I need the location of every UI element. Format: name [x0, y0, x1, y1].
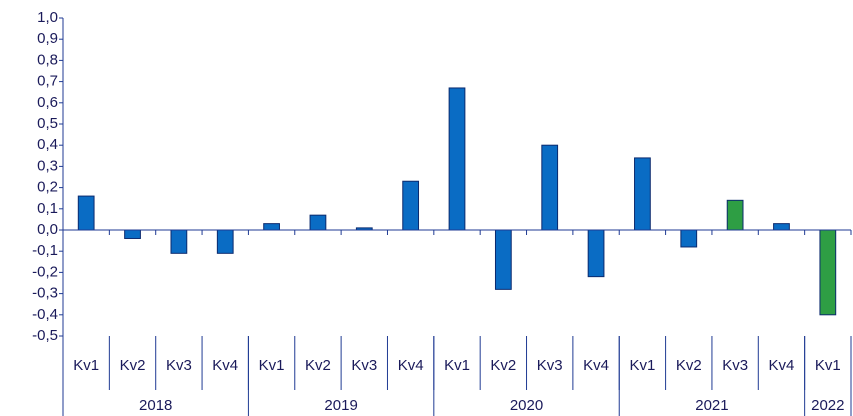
bar: [819, 229, 837, 316]
bar: [541, 144, 559, 231]
year-label: 2018: [139, 397, 172, 414]
y-tick-label: 0,7: [37, 73, 58, 90]
x-tick-label: Kv4: [769, 357, 795, 374]
x-tick-label: Kv1: [815, 357, 841, 374]
bar: [494, 229, 512, 290]
y-tick-label: 0,4: [37, 136, 58, 153]
year-label: 2021: [695, 397, 728, 414]
y-tick-label: 0,9: [37, 30, 58, 47]
x-tick-label: Kv1: [259, 357, 285, 374]
bar: [77, 195, 95, 231]
y-tick-label: 1,0: [37, 9, 58, 26]
x-tick-label: Kv1: [444, 357, 470, 374]
bar: [263, 223, 280, 231]
bar: [726, 199, 744, 231]
bar: [634, 157, 651, 231]
bar: [309, 214, 327, 231]
y-tick-label: -0,3: [32, 285, 58, 302]
y-tick-label: 0,2: [37, 179, 58, 196]
x-tick-label: Kv1: [73, 357, 99, 374]
x-tick-label: Kv3: [351, 357, 377, 374]
y-tick-label: 0,3: [37, 157, 58, 174]
x-tick-label: Kv4: [398, 357, 424, 374]
x-tick-label: Kv2: [490, 357, 516, 374]
y-tick-label: 0,0: [37, 221, 58, 238]
x-tick-label: Kv4: [212, 357, 238, 374]
bar: [402, 180, 420, 231]
bar: [448, 87, 466, 231]
y-tick-label: 0,1: [37, 200, 58, 217]
bar: [124, 229, 141, 239]
x-tick-label: Kv3: [537, 357, 563, 374]
year-label: 2020: [510, 397, 543, 414]
y-tick-label: -0,1: [32, 242, 58, 259]
y-tick-label: -0,4: [32, 306, 58, 323]
x-tick-label: Kv2: [676, 357, 702, 374]
x-tick-label: Kv3: [166, 357, 192, 374]
x-tick-label: Kv2: [120, 357, 146, 374]
x-tick-label: Kv4: [583, 357, 609, 374]
y-tick-label: 0,5: [37, 115, 58, 132]
x-tick-label: Kv2: [305, 357, 331, 374]
bar: [773, 223, 790, 231]
y-tick-label: 0,6: [37, 94, 58, 111]
bar: [680, 229, 698, 248]
year-label: 2019: [324, 397, 357, 414]
bar: [170, 229, 188, 254]
x-tick-label: Kv3: [722, 357, 748, 374]
y-tick-label: -0,5: [32, 327, 58, 344]
bar: [587, 229, 605, 278]
y-tick-label: -0,2: [32, 263, 58, 280]
bar: [216, 229, 234, 254]
y-tick-label: 0,8: [37, 51, 58, 68]
year-label: 2022: [811, 397, 844, 414]
x-tick-label: Kv1: [629, 357, 655, 374]
